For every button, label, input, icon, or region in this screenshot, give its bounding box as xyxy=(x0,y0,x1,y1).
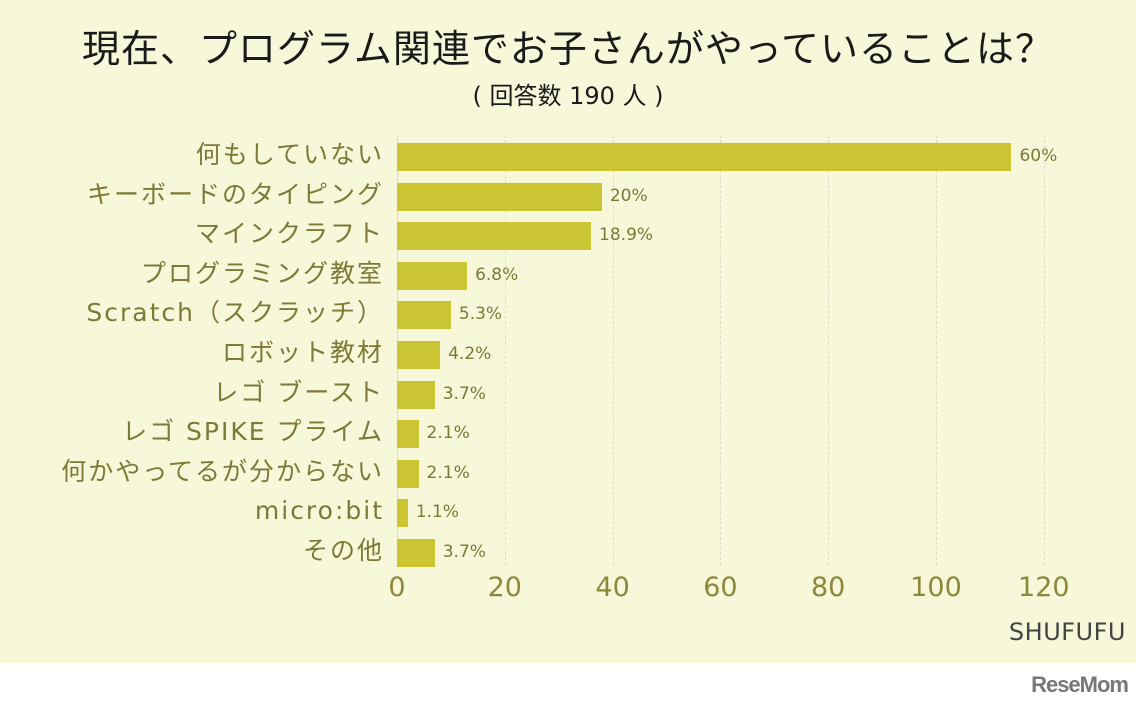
category-label: マインクラフト xyxy=(194,219,384,249)
x-tick-label: 80 xyxy=(811,572,846,603)
bar-value-label: 3.7% xyxy=(442,383,486,404)
bar xyxy=(397,380,435,409)
bar xyxy=(397,222,592,251)
x-tick-label: 120 xyxy=(1018,572,1070,603)
plot-area: 60% 20% 18.9% 6.8% 5.3% 4.2% 3.7% 2.1% 2.1% 1.1% 3… xyxy=(397,135,1058,567)
x-tick-label: 100 xyxy=(910,572,962,603)
resemom-logo: ReseMom xyxy=(1031,672,1129,697)
bar-value-label: 20% xyxy=(609,185,648,206)
category-label: レゴ ブースト xyxy=(213,377,384,407)
category-label: micro:bit xyxy=(254,496,384,526)
x-tick-label: 60 xyxy=(703,572,738,603)
bar-value-label: 60% xyxy=(1019,146,1058,166)
category-label: 何もしていない xyxy=(195,140,384,169)
grid-line xyxy=(828,135,830,565)
category-label: Scratch（スクラッチ） xyxy=(86,298,384,328)
category-label: レゴ SPIKE プライム xyxy=(122,417,384,447)
category-label: プログラミング教室 xyxy=(140,258,384,288)
grid-line xyxy=(936,135,937,565)
category-label: その他 xyxy=(302,536,384,565)
x-tick-label: 0 xyxy=(388,572,406,603)
chart-panel xyxy=(0,0,1136,663)
grid-line xyxy=(720,135,722,565)
bar xyxy=(397,143,1012,171)
bar-value-label: 2.1% xyxy=(426,462,470,483)
bar-value-label: 4.2% xyxy=(448,344,492,364)
bar-value-label: 18.9% xyxy=(599,225,654,246)
bar-value-label: 6.8% xyxy=(475,264,519,285)
bar xyxy=(397,301,451,330)
bar xyxy=(397,261,468,290)
x-tick-label: 20 xyxy=(487,572,522,603)
bar-value-label: 2.1% xyxy=(426,423,470,444)
source-label: SHUFUFU xyxy=(1008,618,1126,646)
category-label: ロボット教材 xyxy=(221,338,384,367)
category-label: キーボードのタイピング xyxy=(86,179,384,209)
bar xyxy=(397,459,419,488)
bar xyxy=(397,341,441,369)
category-label: 何かやってるが分からない xyxy=(61,456,384,486)
chart-title: 現在、プログラム関連でお子さんがやっていることは？ xyxy=(82,27,1054,71)
bar xyxy=(397,539,435,567)
grid-line xyxy=(612,135,614,565)
x-tick-label: 40 xyxy=(595,572,630,603)
bar-value-label: 1.1% xyxy=(415,502,459,523)
chart-subtitle: ( 回答数 190 人 ) xyxy=(472,82,664,110)
grid-line xyxy=(504,135,506,565)
bar xyxy=(397,420,419,449)
bar-value-label: 3.7% xyxy=(442,542,486,562)
grid-line xyxy=(1043,135,1045,565)
bar-value-label: 5.3% xyxy=(458,304,503,325)
bar xyxy=(397,182,602,211)
bar xyxy=(397,499,408,528)
